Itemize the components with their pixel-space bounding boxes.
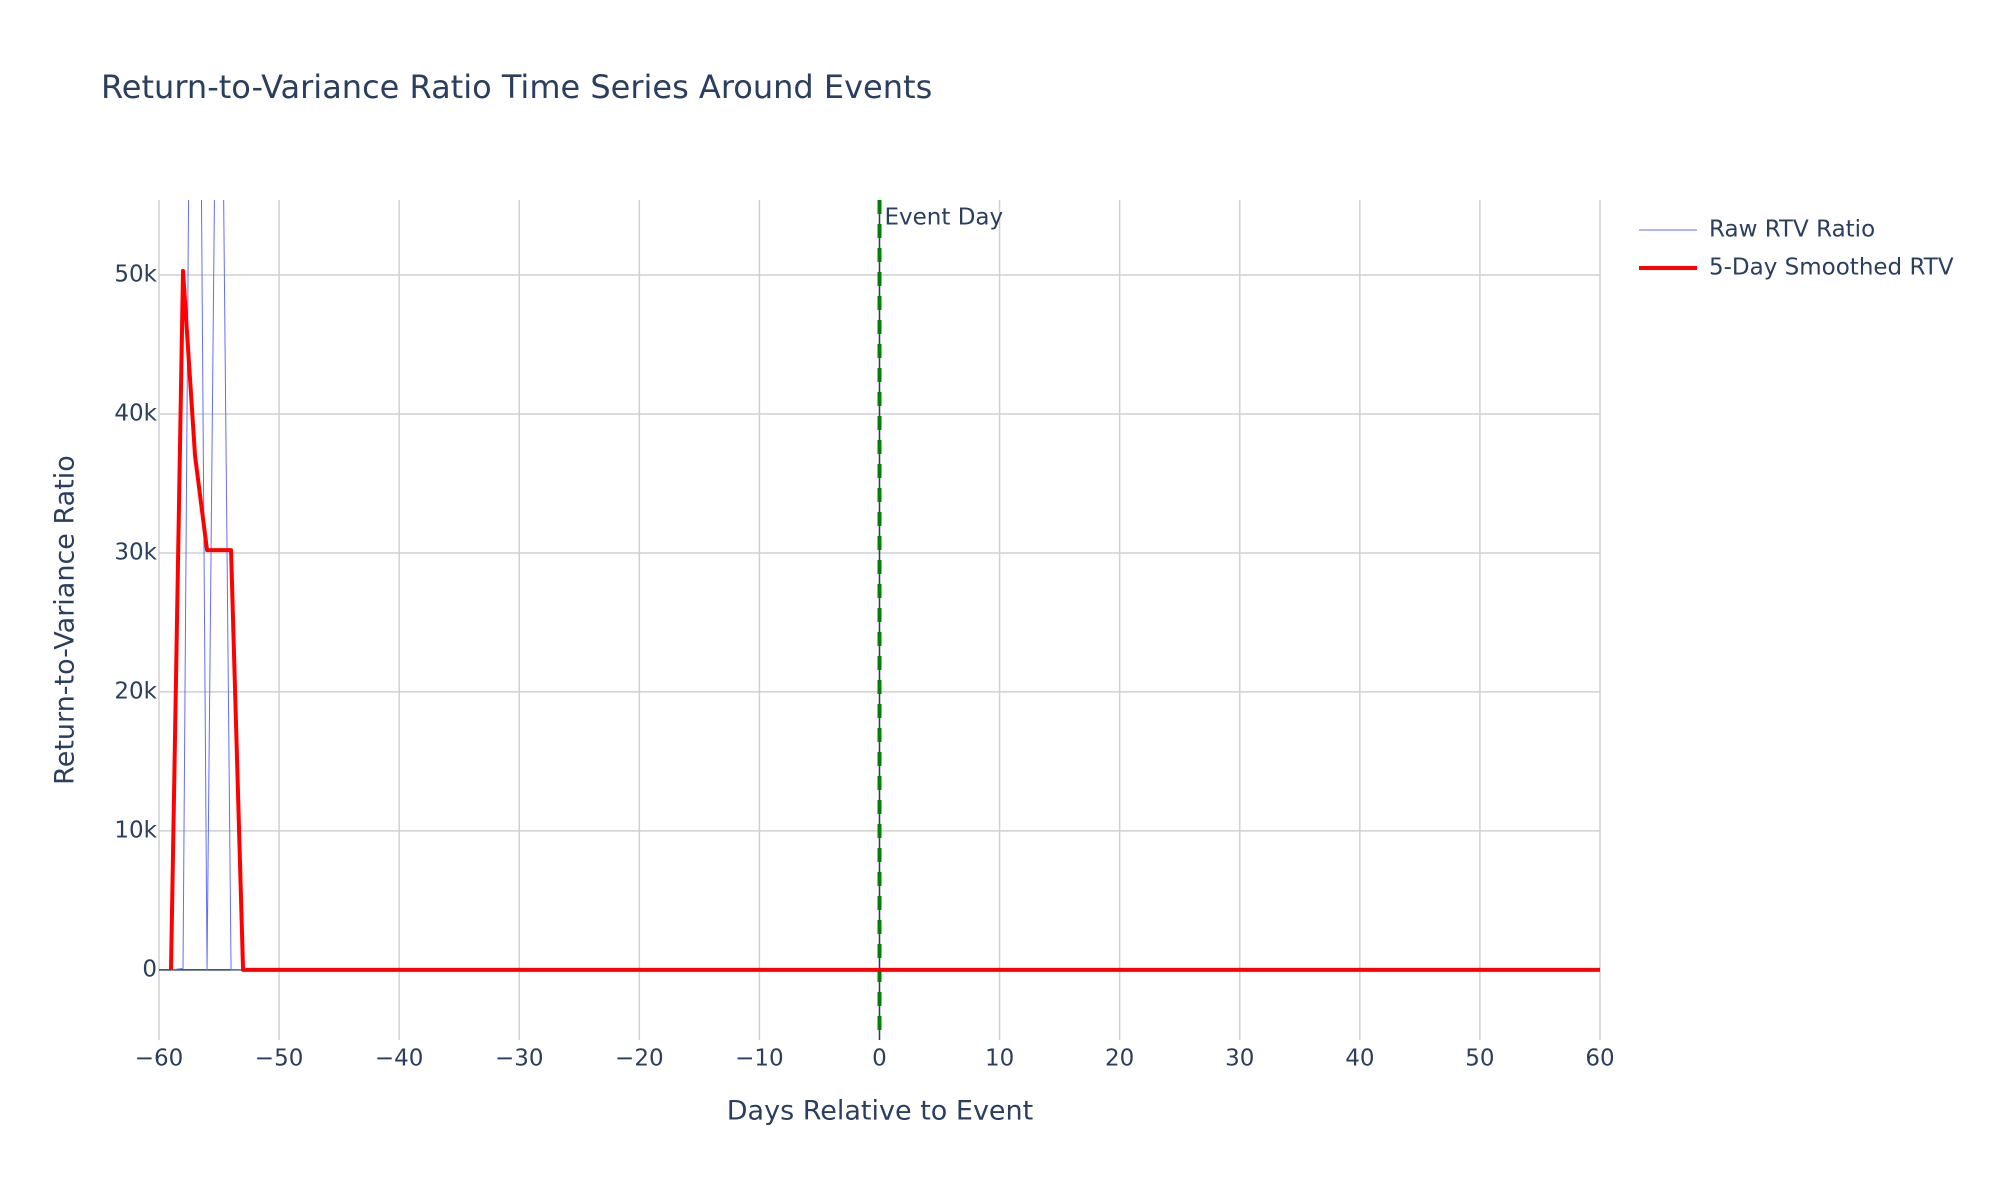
x-tick-label: −50	[255, 1046, 304, 1072]
legend-label: 5-Day Smoothed RTV	[1709, 255, 1954, 281]
y-tick-label: 30k	[114, 539, 157, 565]
y-tick-label: 40k	[114, 400, 157, 426]
y-tick-label: 20k	[114, 678, 157, 704]
x-tick-label: 30	[1225, 1046, 1254, 1072]
y-tick-label: 10k	[114, 817, 157, 843]
event-annotation: Event Day	[885, 205, 1004, 231]
x-tick-label: 40	[1345, 1046, 1374, 1072]
x-tick-label: −40	[375, 1046, 424, 1072]
x-axis-title: Days Relative to Event	[727, 1096, 1033, 1127]
series-line	[170, 200, 1600, 971]
y-tick-label: 50k	[114, 262, 157, 288]
x-tick-label: −30	[495, 1046, 544, 1072]
x-tick-label: 20	[1105, 1046, 1134, 1072]
x-tick-label: 60	[1585, 1046, 1614, 1072]
x-tick-label: 10	[985, 1046, 1014, 1072]
x-tick-label: −10	[735, 1046, 784, 1072]
y-axis-title: Return-to-Variance Ratio	[50, 455, 81, 785]
series-line	[169, 268, 1600, 972]
y-tick-label: 0	[142, 956, 157, 982]
x-tick-label: 0	[872, 1046, 887, 1072]
x-tick-label: 50	[1465, 1046, 1494, 1072]
plot-area	[169, 200, 1600, 972]
x-tick-label: −20	[615, 1046, 664, 1072]
chart-title: Return-to-Variance Ratio Time Series Aro…	[101, 68, 932, 106]
x-tick-label: −60	[135, 1046, 184, 1072]
legend-label: Raw RTV Ratio	[1709, 217, 1875, 243]
